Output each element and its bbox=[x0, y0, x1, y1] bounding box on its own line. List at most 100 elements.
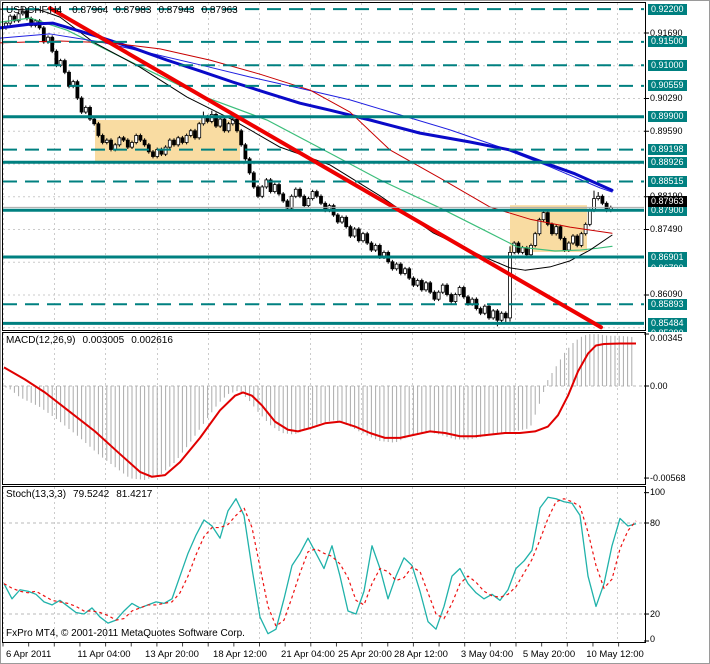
candle-body bbox=[365, 233, 370, 244]
candle-body bbox=[487, 305, 491, 319]
candle-body bbox=[344, 216, 349, 228]
candle-body bbox=[478, 308, 483, 314]
stoch-d-line bbox=[3, 498, 637, 628]
candle-body bbox=[83, 106, 88, 113]
candle-body bbox=[222, 118, 227, 132]
macd-panel-border bbox=[2, 332, 646, 485]
candle-body bbox=[440, 284, 445, 293]
candle-body bbox=[12, 15, 17, 22]
candle-body bbox=[352, 228, 357, 237]
candle-body bbox=[306, 198, 311, 207]
candle-body bbox=[575, 235, 580, 246]
candle-body bbox=[470, 298, 475, 305]
candle-body bbox=[218, 118, 223, 127]
candle-body bbox=[268, 179, 273, 192]
candle-body bbox=[79, 97, 84, 113]
candle-body bbox=[432, 291, 437, 300]
candle-body bbox=[184, 135, 189, 143]
candle-body bbox=[436, 291, 441, 300]
candle-body bbox=[54, 50, 59, 66]
candle-body bbox=[239, 130, 244, 146]
candle-body bbox=[537, 219, 542, 235]
candle-body bbox=[587, 209, 592, 225]
candle-body bbox=[319, 195, 323, 204]
candle-body bbox=[348, 226, 353, 237]
main-chart-panel-border bbox=[2, 2, 646, 331]
candle-body bbox=[214, 114, 218, 127]
candle-body bbox=[138, 135, 143, 141]
stoch-k-line bbox=[3, 496, 637, 635]
candle-body bbox=[571, 235, 575, 244]
candle-body bbox=[67, 71, 71, 87]
candle-body bbox=[88, 106, 92, 120]
panel-separator-main-macd[interactable] bbox=[0, 329, 710, 333]
ma-red bbox=[0, 40, 613, 234]
candle-body bbox=[600, 195, 605, 204]
candle-body bbox=[302, 195, 307, 207]
candle-body bbox=[293, 188, 298, 197]
candle-body bbox=[419, 280, 424, 291]
candle-body bbox=[461, 287, 466, 298]
candle-body bbox=[596, 195, 601, 200]
candle-body bbox=[499, 312, 504, 321]
candle-body bbox=[172, 139, 176, 146]
candle-body bbox=[533, 233, 538, 246]
candle-body bbox=[335, 214, 340, 223]
candle-body bbox=[369, 242, 374, 251]
candle-body bbox=[403, 268, 407, 274]
candle-body bbox=[109, 139, 113, 150]
candle-body bbox=[92, 118, 97, 125]
candle-body bbox=[512, 242, 517, 253]
candle-body bbox=[142, 139, 147, 146]
candle-body bbox=[520, 247, 525, 253]
candle-body bbox=[16, 13, 21, 22]
candle-body bbox=[75, 81, 80, 99]
stoch-panel-border bbox=[2, 486, 646, 643]
candle-body bbox=[390, 261, 395, 270]
candle-body bbox=[529, 244, 533, 256]
candle-body bbox=[457, 287, 462, 295]
candle-body bbox=[272, 184, 277, 192]
candle-body bbox=[188, 130, 193, 136]
candle-body bbox=[491, 310, 496, 319]
candle-body bbox=[151, 151, 155, 157]
candle-body bbox=[180, 137, 185, 143]
candle-body bbox=[554, 226, 559, 235]
candle-body bbox=[310, 191, 315, 200]
candle-body bbox=[117, 137, 122, 146]
candle-body bbox=[134, 135, 139, 143]
candle-body bbox=[96, 123, 101, 136]
panel-separator-macd-stoch[interactable] bbox=[0, 483, 710, 487]
candle-body bbox=[121, 137, 126, 141]
candle-body bbox=[260, 186, 265, 197]
candle-body bbox=[197, 123, 202, 139]
candle-body bbox=[243, 144, 248, 160]
candle-body bbox=[407, 268, 412, 279]
candle-body bbox=[424, 282, 428, 291]
candle-body bbox=[226, 123, 231, 132]
candle-body bbox=[104, 139, 109, 143]
candle-body bbox=[193, 130, 197, 139]
candle-body bbox=[449, 294, 454, 302]
candle-body bbox=[340, 216, 344, 223]
candle-body bbox=[466, 296, 470, 305]
macd-signal-line bbox=[3, 342, 636, 478]
candle-body bbox=[579, 233, 584, 246]
candle-body bbox=[130, 142, 134, 148]
candle-body bbox=[8, 15, 13, 24]
consolidation-rectangle bbox=[95, 120, 240, 163]
candle-body bbox=[314, 191, 319, 197]
candle-body bbox=[100, 135, 105, 143]
candle-body bbox=[356, 228, 361, 242]
ma-blue-thick bbox=[0, 21, 614, 192]
candle-body bbox=[503, 312, 508, 319]
candle-body bbox=[445, 284, 449, 295]
candle-body bbox=[415, 280, 420, 286]
candle-body bbox=[125, 139, 130, 148]
candle-body bbox=[558, 226, 563, 239]
candle-body bbox=[428, 282, 433, 293]
candle-body bbox=[247, 158, 252, 174]
candle-body bbox=[453, 294, 458, 302]
candle-body bbox=[277, 184, 281, 195]
